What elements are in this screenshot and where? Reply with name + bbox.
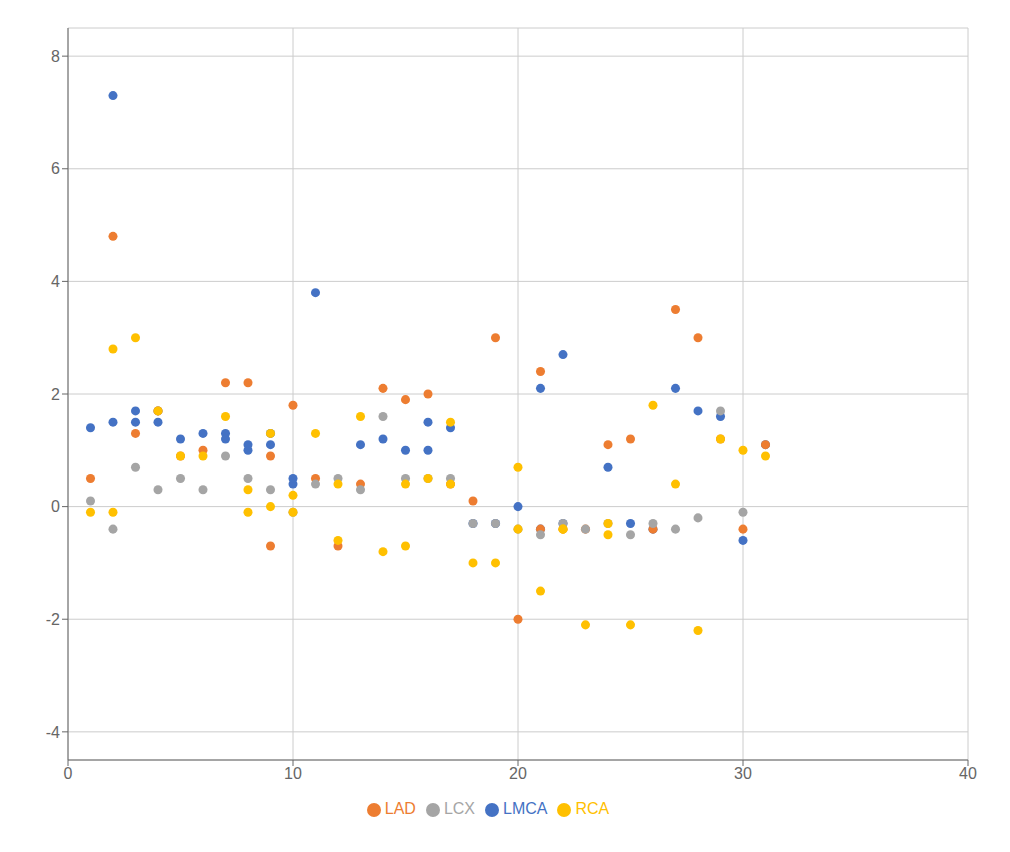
svg-text:30: 30: [734, 765, 752, 782]
svg-text:2: 2: [51, 386, 60, 403]
svg-text:-2: -2: [46, 611, 60, 628]
svg-text:40: 40: [959, 765, 977, 782]
html-text:RCA: RCA: [575, 800, 610, 817]
html-text:LAD: LAD: [384, 800, 416, 817]
svg-text:0: 0: [64, 765, 73, 782]
svg-text:10: 10: [284, 765, 302, 782]
svg-text:0: 0: [51, 498, 60, 515]
svg-text:6: 6: [51, 160, 60, 177]
html-text:LCX: LCX: [443, 800, 475, 817]
svg-text:-4: -4: [46, 724, 60, 741]
html-text:LMCA: LMCA: [503, 800, 548, 817]
svg-text:8: 8: [51, 48, 60, 65]
svg-text:20: 20: [509, 765, 527, 782]
svg-text:4: 4: [51, 273, 60, 290]
